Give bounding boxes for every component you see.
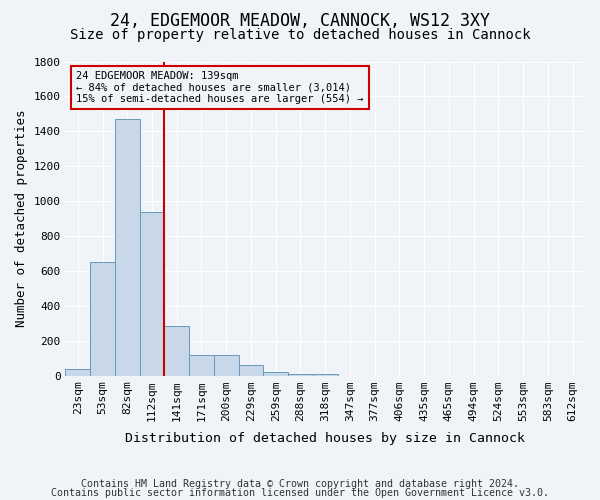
Bar [239, 365, 263, 376]
Bar [189, 354, 214, 376]
Bar [65, 370, 90, 376]
Text: Contains HM Land Registry data © Crown copyright and database right 2024.: Contains HM Land Registry data © Crown c… [81, 479, 519, 489]
Bar [115, 119, 140, 376]
Text: Size of property relative to detached houses in Cannock: Size of property relative to detached ho… [70, 28, 530, 42]
Bar [288, 374, 313, 376]
Bar [313, 374, 338, 376]
X-axis label: Distribution of detached houses by size in Cannock: Distribution of detached houses by size … [125, 432, 525, 445]
Text: Contains public sector information licensed under the Open Government Licence v3: Contains public sector information licen… [51, 488, 549, 498]
Text: 24, EDGEMOOR MEADOW, CANNOCK, WS12 3XY: 24, EDGEMOOR MEADOW, CANNOCK, WS12 3XY [110, 12, 490, 30]
Bar [164, 326, 189, 376]
Bar [140, 212, 164, 376]
Bar [263, 372, 288, 376]
Y-axis label: Number of detached properties: Number of detached properties [15, 110, 28, 328]
Text: 24 EDGEMOOR MEADOW: 139sqm
← 84% of detached houses are smaller (3,014)
15% of s: 24 EDGEMOOR MEADOW: 139sqm ← 84% of deta… [76, 71, 364, 104]
Bar [90, 262, 115, 376]
Bar [214, 354, 239, 376]
